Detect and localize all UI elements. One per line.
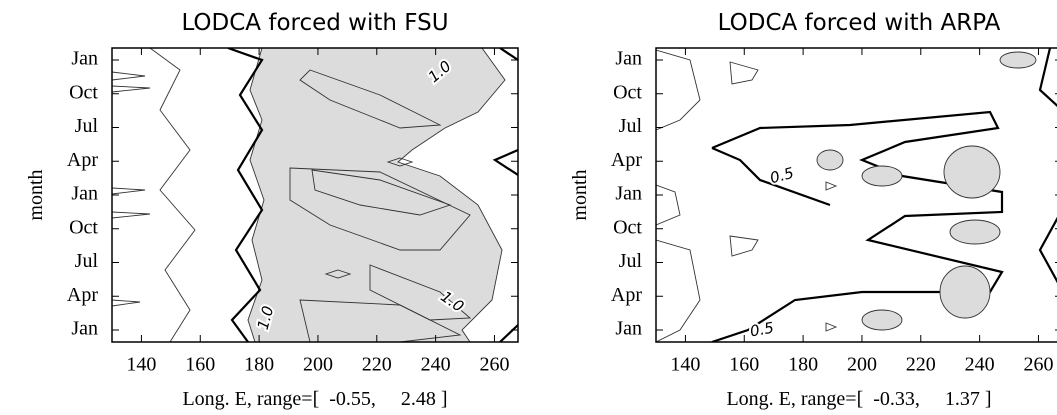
x-tick-label: 200 <box>847 354 877 376</box>
y-tick-label: Apr <box>67 149 98 171</box>
y-tick-label: Apr <box>67 284 98 306</box>
y-axis-label: month <box>569 169 591 220</box>
contour-label: 0.5 <box>768 164 796 188</box>
x-tick-label: 240 <box>965 354 995 376</box>
y-tick-label: Oct <box>613 81 642 103</box>
chart-title: LODCA forced with ARPA <box>718 10 1001 36</box>
y-tick-label: Jan <box>615 183 642 205</box>
x-tick-label: 140 <box>126 354 156 376</box>
x-tick-label: 220 <box>906 354 936 376</box>
x-axis-label: Long. E, range=[ -0.33, 1.37 ] <box>726 388 991 410</box>
x-tick-label: 200 <box>303 354 333 376</box>
contour-field <box>656 48 1057 342</box>
y-tick-label: Jan <box>615 318 642 340</box>
y-tick-label: Jul <box>75 250 99 272</box>
x-tick-label: 260 <box>479 354 509 376</box>
x-tick-label: 180 <box>244 354 274 376</box>
x-axis-label: Long. E, range=[ -0.55, 2.48 ] <box>182 388 447 410</box>
y-tick-label: Oct <box>613 216 642 238</box>
x-tick-label: 160 <box>185 354 215 376</box>
y-tick-label: Oct <box>69 216 98 238</box>
plot-frame <box>655 47 1057 343</box>
y-tick-label: Jul <box>619 115 643 137</box>
x-tick-label: 180 <box>788 354 818 376</box>
contour-field <box>112 48 518 342</box>
x-tick-label: 160 <box>729 354 759 376</box>
x-tick-label: 240 <box>421 354 451 376</box>
y-tick-label: Jan <box>71 183 98 205</box>
x-tick-label: 140 <box>670 354 700 376</box>
x-tick-label: 220 <box>362 354 392 376</box>
y-tick-label: Oct <box>69 81 98 103</box>
chart-title: LODCA forced with FSU <box>181 10 448 36</box>
x-tick-label: 260 <box>1023 354 1053 376</box>
y-tick-label: Jul <box>619 250 643 272</box>
y-tick-label: Jan <box>71 318 98 340</box>
contour-label: 0.5 <box>749 319 776 341</box>
axes: LODCA forced with FSU Long. E, range=[ -0… <box>25 10 1057 410</box>
y-tick-label: Apr <box>611 149 642 171</box>
shaded-region <box>247 48 506 342</box>
y-tick-label: Jan <box>615 48 642 70</box>
y-tick-label: Jul <box>75 115 99 137</box>
y-tick-label: Jan <box>71 48 98 70</box>
y-tick-label: Apr <box>611 284 642 306</box>
y-axis-label: month <box>25 169 47 220</box>
